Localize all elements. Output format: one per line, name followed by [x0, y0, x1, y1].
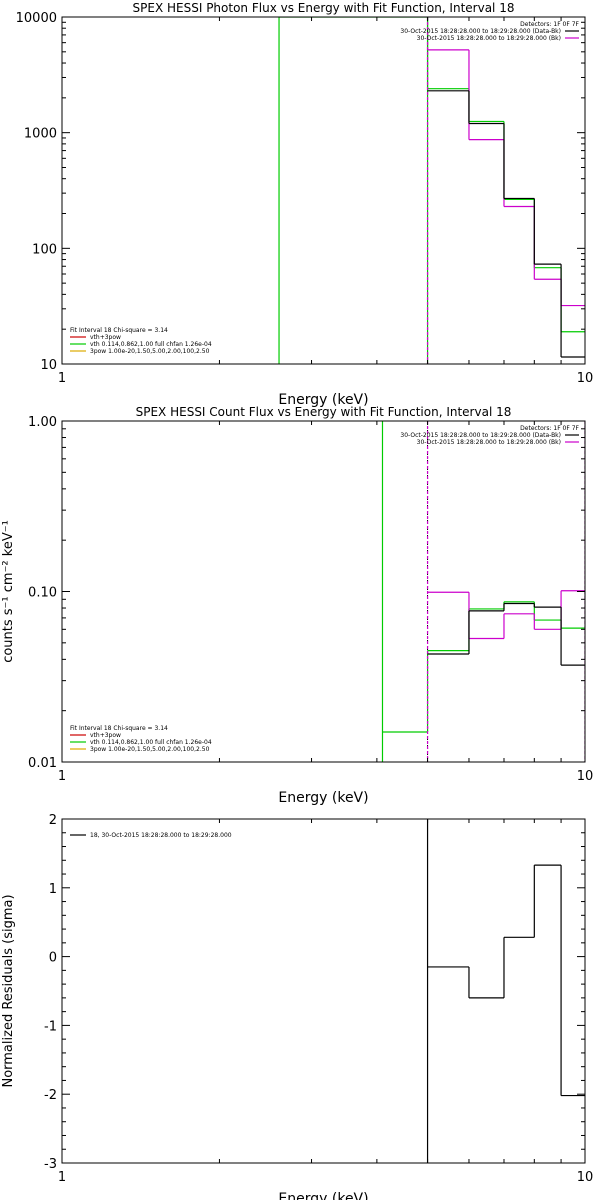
y-axis-label: counts s⁻¹ cm⁻² keV⁻¹	[1, 520, 16, 663]
legend-entry: vth+3pow	[90, 334, 121, 341]
plot-header-line: Detectors: 1F 0F 7F	[520, 425, 579, 432]
y-tick-label: 10	[40, 358, 57, 373]
legend-entry: 3pow 1.00e-20,1.50,5.00,2.00,100,2.50	[90, 746, 210, 753]
x-tick-label: 10	[577, 1170, 594, 1185]
series-1	[381, 421, 585, 762]
x-tick-label: 10	[577, 371, 594, 386]
legend-entry: 18, 30-Oct-2015 18:28:28.000 to 18:29:28…	[90, 832, 232, 839]
legend-entry: Fit Interval 18 Chi-square = 3.14	[70, 725, 168, 732]
chart-panel-1: SPEX HESSI Photon Flux vs Energy with Fi…	[16, 1, 594, 408]
y-tick-label: 10000	[16, 11, 57, 26]
x-axis-label: Energy (keV)	[278, 1191, 368, 1200]
x-tick-label: 1	[58, 769, 66, 784]
y-tick-label: -1	[44, 1019, 57, 1034]
x-tick-label: 1	[58, 1170, 66, 1185]
x-tick-label: 10	[577, 769, 594, 784]
plot-header-line: 30-Oct-2015 18:28:28.000 to 18:29:28.000…	[417, 439, 561, 446]
plot-header-line: 30-Oct-2015 18:28:28.000 to 18:29:28.000…	[417, 35, 561, 42]
y-tick-label: 1	[49, 882, 57, 897]
y-tick-label: 0	[49, 951, 57, 966]
series-1	[426, 819, 585, 1163]
y-axis-label: Normalized Residuals (sigma)	[1, 894, 16, 1087]
chart-panel-2: SPEX HESSI Count Flux vs Energy with Fit…	[1, 405, 593, 806]
x-axis-label: Energy (keV)	[278, 392, 368, 408]
legend-entry: 3pow 1.00e-20,1.50,5.00,2.00,100,2.50	[90, 348, 210, 355]
chart-panel-3: 1 10 -3 -2 -1 0 1 2 Energy (keV) Normalized Resid…	[1, 813, 594, 1204]
plot-frame	[61, 16, 586, 365]
chart-title: SPEX HESSI Photon Flux vs Energy with Fi…	[133, 1, 515, 15]
series-group	[426, 819, 585, 1163]
legend-entry: vth 0.114,0.862,1.00 full chfan 1.26e-04	[90, 341, 212, 348]
legend-entry: vth 0.114,0.862,1.00 full chfan 1.26e-04	[90, 739, 212, 746]
series-3	[427, 602, 585, 666]
series-group	[381, 421, 585, 762]
legend-entry: vth+3pow	[90, 732, 121, 739]
legend-entry: Fit Interval 18 Chi-square = 3.14	[70, 327, 168, 334]
y-tick-label: 0.10	[28, 586, 57, 601]
series-3	[427, 90, 585, 358]
chart-title: SPEX HESSI Count Flux vs Energy with Fit…	[136, 405, 512, 419]
plot-header-line: 30-Oct-2015 18:28:28.000 to 18:29:28.000…	[400, 28, 561, 35]
plot-header-line: Detectors: 1F 0F 7F	[520, 21, 579, 28]
plot-frame	[61, 818, 586, 1164]
plot-frame	[61, 420, 586, 763]
y-tick-label: -2	[44, 1088, 57, 1103]
y-tick-label: 1.00	[28, 415, 57, 430]
x-axis-label: Energy (keV)	[278, 790, 368, 806]
series-group	[278, 17, 585, 364]
y-tick-label: 1000	[24, 127, 57, 142]
y-tick-label: 0.01	[28, 756, 57, 771]
series-1	[278, 17, 585, 364]
y-tick-label: -3	[44, 1157, 57, 1172]
x-tick-label: 1	[58, 371, 66, 386]
series-2	[426, 421, 585, 762]
y-tick-label: 100	[32, 242, 57, 257]
y-tick-label: 2	[49, 813, 57, 828]
plot-header-line: 30-Oct-2015 18:28:28.000 to 18:29:28.000…	[400, 432, 561, 439]
